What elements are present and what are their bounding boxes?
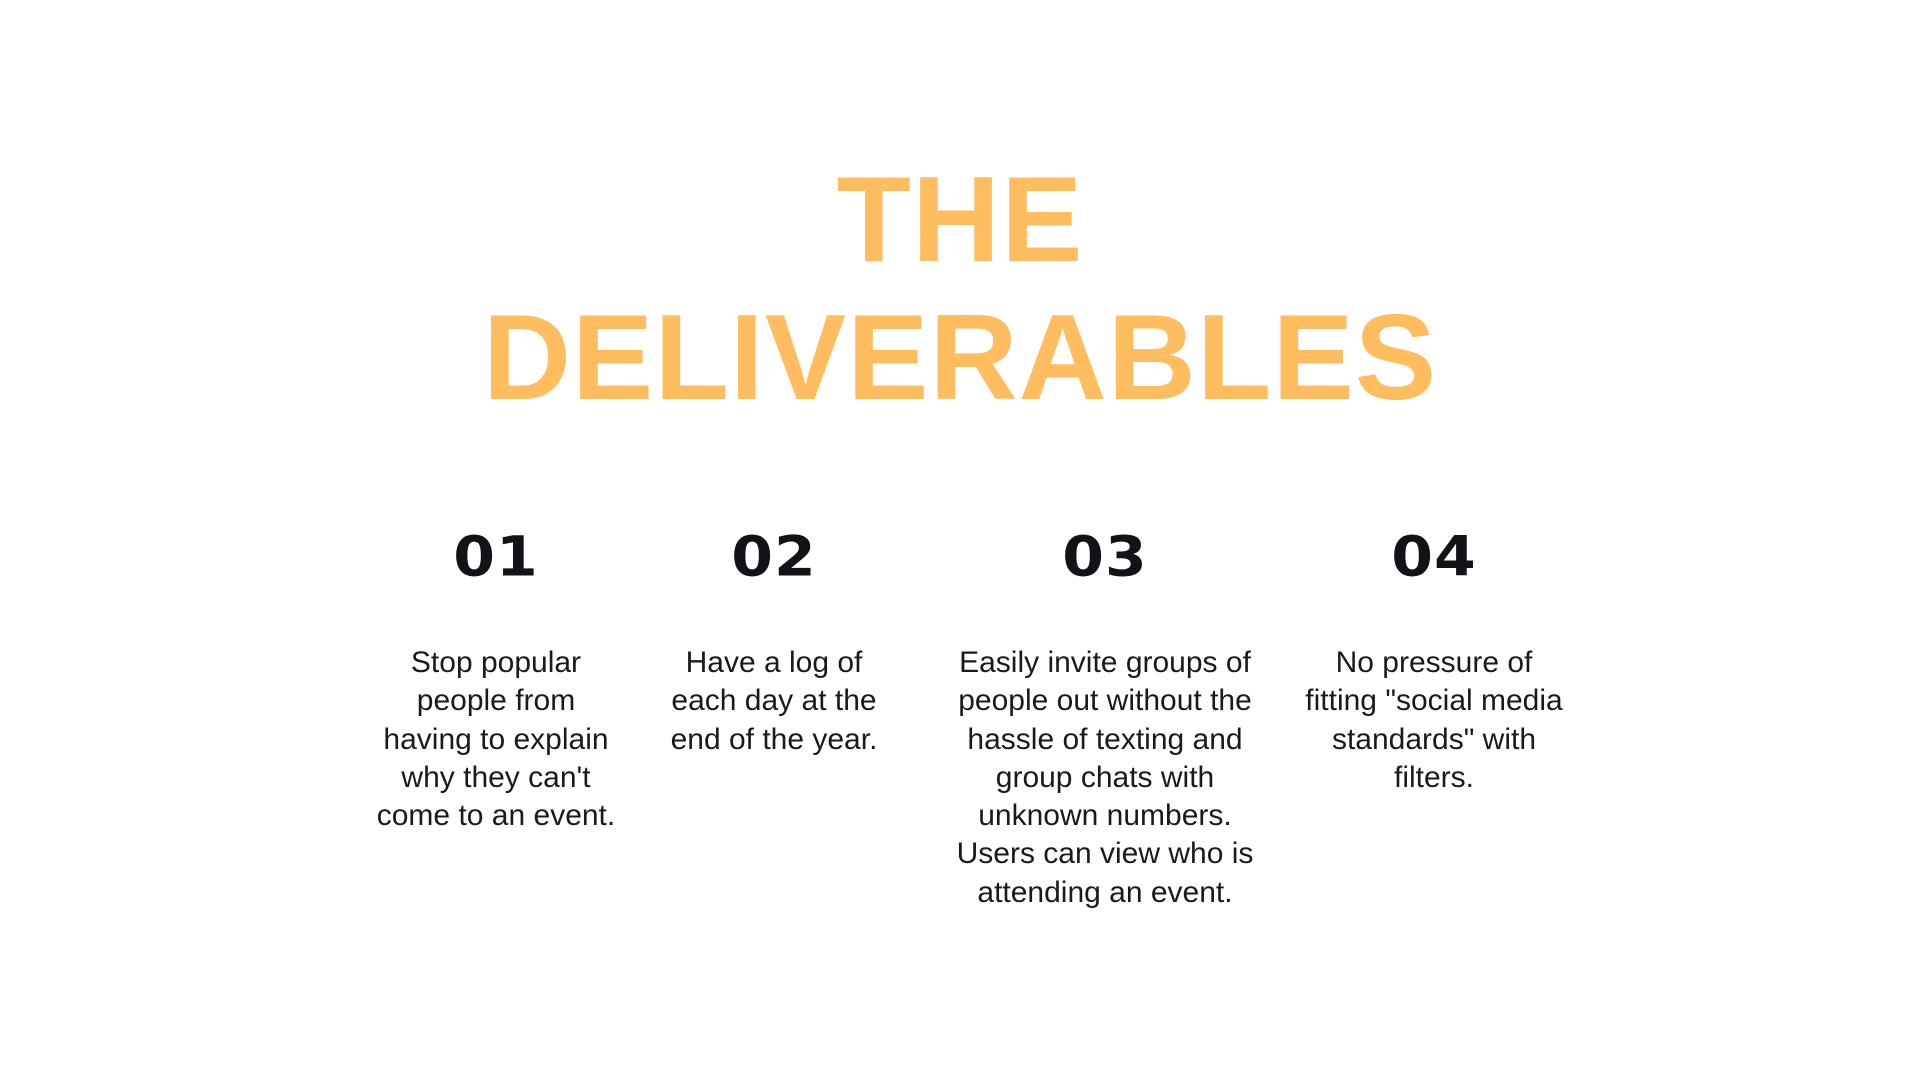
deliverable-number: 04 bbox=[1391, 524, 1477, 590]
deliverable-item-04: 04 No pressure of fitting "social media … bbox=[1302, 522, 1566, 797]
deliverable-item-02: 02 Have a log of each day at the end of … bbox=[652, 522, 896, 759]
deliverable-number: 03 bbox=[1062, 524, 1148, 590]
title-line-1: THE bbox=[836, 151, 1084, 287]
deliverable-description: Have a log of each day at the end of the… bbox=[670, 646, 878, 756]
deliverable-description: Easily invite groups of people out witho… bbox=[956, 646, 1254, 909]
deliverable-description: Stop popular people from having to expla… bbox=[376, 646, 616, 833]
title-line-2: DELIVERABLES bbox=[482, 289, 1438, 425]
deliverable-description: No pressure of fitting "social media sta… bbox=[1305, 646, 1563, 794]
deliverable-item-01: 01 Stop popular people from having to ex… bbox=[374, 522, 618, 835]
deliverable-number: 01 bbox=[453, 524, 539, 590]
deliverable-number: 02 bbox=[731, 524, 817, 590]
deliverable-item-03: 03 Easily invite groups of people out wi… bbox=[945, 522, 1265, 912]
page-title: THE DELIVERABLES bbox=[0, 150, 1920, 426]
